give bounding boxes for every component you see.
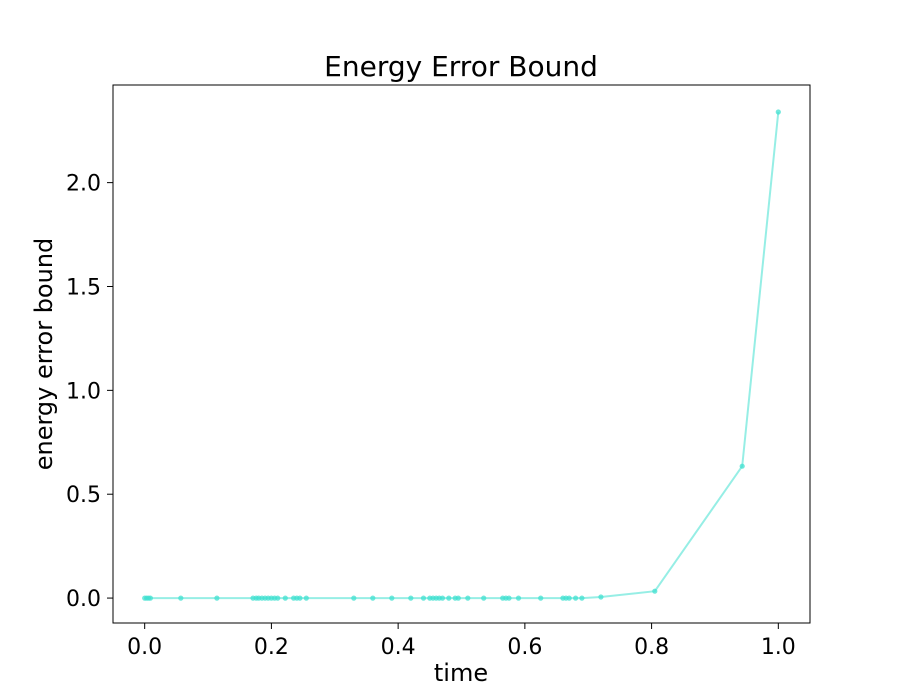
data-point	[282, 595, 288, 601]
data-point	[178, 595, 184, 601]
data-point	[303, 595, 309, 601]
x-tick-label: 0.6	[507, 635, 542, 660]
x-axis: 0.0 0.2 0.4 0.6 0.8 1.0	[127, 623, 796, 660]
x-tick-label: 0.4	[381, 635, 416, 660]
data-point	[506, 595, 512, 601]
x-tick-label: 0.0	[127, 635, 162, 660]
data-point	[538, 595, 544, 601]
y-axis-label: energy error bound	[30, 238, 58, 471]
data-point	[566, 595, 572, 601]
data-point	[579, 595, 585, 601]
x-tick-label: 0.2	[254, 635, 289, 660]
chart-title: Energy Error Bound	[324, 50, 598, 83]
data-point	[214, 595, 220, 601]
data-point	[598, 594, 604, 600]
data-point	[455, 595, 461, 601]
x-tick-label: 0.8	[634, 635, 669, 660]
x-axis-label: time	[434, 659, 488, 687]
x-tick-label: 1.0	[761, 635, 796, 660]
data-point	[147, 595, 153, 601]
y-axis: 0.0 0.5 1.0 1.5 2.0	[66, 172, 113, 612]
data-point	[351, 595, 357, 601]
data-point	[481, 595, 487, 601]
series-line	[144, 111, 780, 600]
plot-frame	[112, 84, 811, 624]
data-point	[446, 595, 452, 601]
data-point	[439, 595, 446, 601]
y-tick-label: 2.0	[66, 172, 101, 197]
data-point	[652, 588, 658, 594]
series-layer	[142, 109, 781, 601]
data-point	[389, 595, 395, 601]
data-point	[297, 595, 303, 601]
data-point	[275, 595, 281, 601]
data-point	[775, 109, 781, 115]
data-point	[465, 595, 471, 601]
data-point	[739, 463, 745, 469]
y-tick-label: 1.5	[66, 275, 101, 300]
y-tick-label: 0.5	[66, 483, 101, 508]
data-point	[420, 595, 427, 601]
data-point	[515, 595, 522, 601]
data-point	[408, 595, 414, 601]
data-point	[370, 595, 376, 601]
y-tick-label: 1.0	[66, 379, 101, 404]
data-point	[573, 595, 579, 601]
y-tick-label: 0.0	[66, 587, 101, 612]
